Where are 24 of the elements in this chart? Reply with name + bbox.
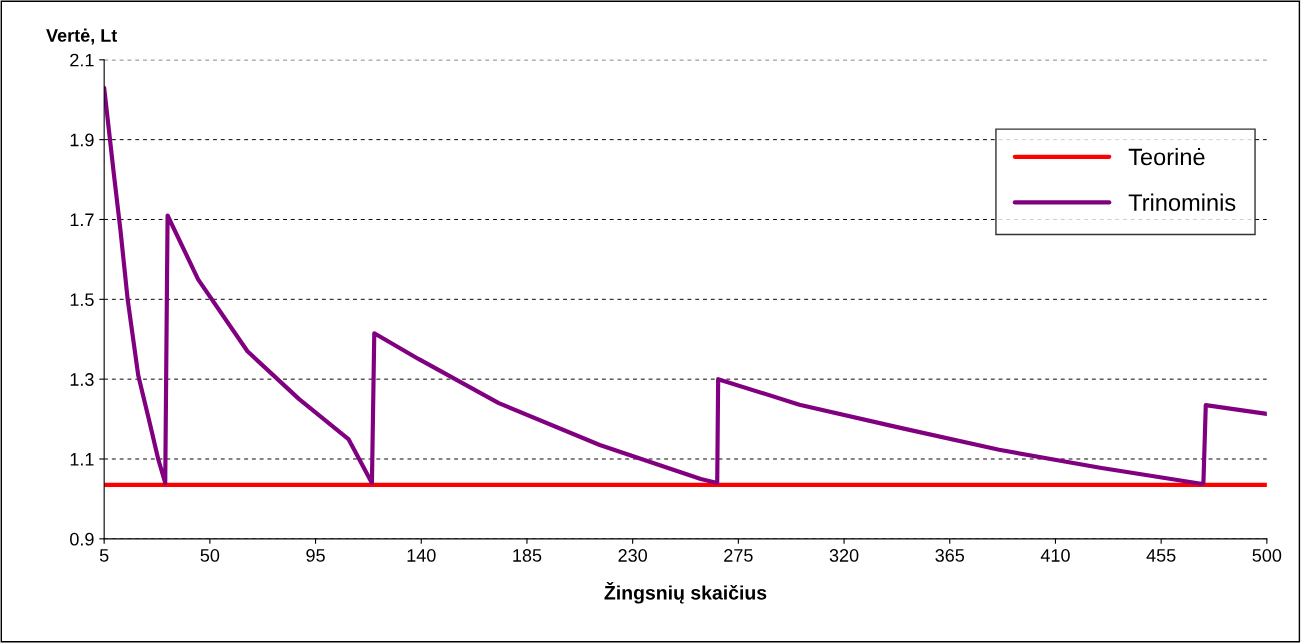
y-tick-label: 1.5	[70, 293, 94, 307]
x-tick-label: 365	[935, 549, 965, 562]
x-tick-label: 500	[1252, 549, 1282, 562]
y-tick-label: 0.9	[70, 532, 94, 546]
x-tick-label: 275	[724, 549, 753, 562]
x-axis-title: Žingsnių skaičius	[604, 582, 767, 604]
y-tick-label: 2.1	[70, 53, 94, 67]
y-tick-label: 1.3	[70, 373, 94, 386]
y-tick-label: 1.1	[70, 453, 94, 466]
x-tick-label: 95	[306, 549, 325, 562]
x-tick-label: 140	[407, 549, 436, 562]
legend-label: Teorinė	[1128, 147, 1205, 166]
x-tick-label: 185	[513, 549, 542, 562]
x-tick-label: 455	[1146, 549, 1176, 562]
legend-label: Trinominis	[1128, 193, 1236, 211]
x-tick-label: 230	[618, 549, 648, 562]
y-axis-title: Vertė, Lt	[46, 28, 118, 45]
x-tick-label: 410	[1040, 549, 1070, 562]
y-tick-label: 1.9	[70, 133, 94, 147]
y-tick-label: 1.7	[70, 213, 94, 227]
x-tick-label: 5	[99, 549, 109, 562]
line-series	[104, 85, 1267, 486]
x-tick-label: 320	[829, 549, 859, 562]
x-tick-label: 50	[200, 549, 220, 562]
